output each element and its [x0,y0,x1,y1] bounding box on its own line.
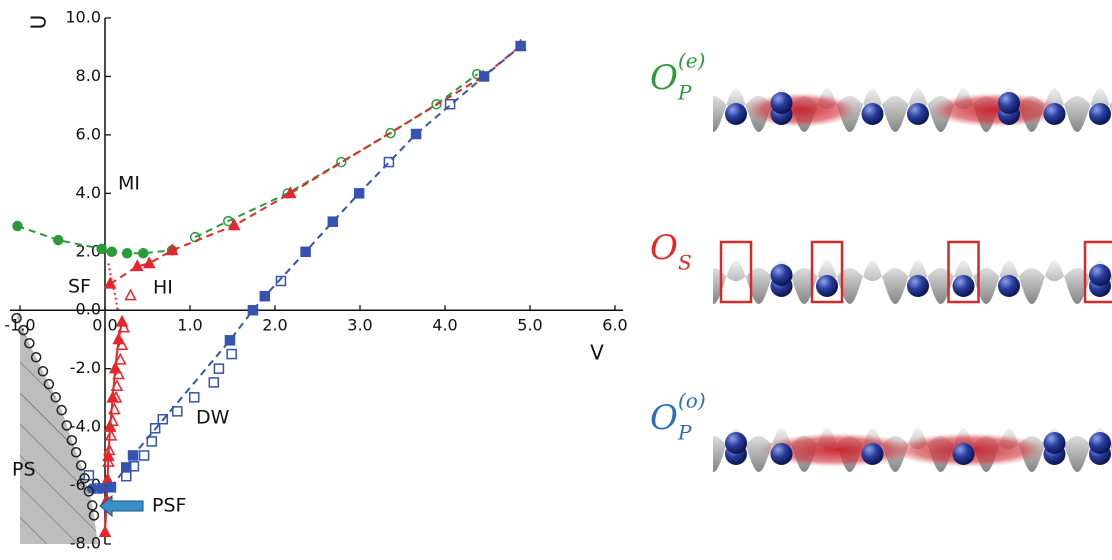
atom [998,275,1020,297]
panel-symbol: O [650,398,678,438]
pair-cloud [745,93,856,127]
point [107,247,116,256]
x-axis-label: V [590,341,604,365]
panel: OP (e) [650,49,1112,132]
atom [1044,103,1066,125]
atom [725,432,747,454]
point [96,484,105,493]
point [190,393,199,402]
atom [771,443,793,465]
point [100,527,110,537]
point [13,222,22,231]
y-axis-label: U [27,15,51,30]
panel-superscript: (o) [678,389,706,413]
panel-subscript: P [677,81,692,105]
point [248,306,257,315]
point [214,364,223,373]
panel-symbol: O [650,58,678,98]
region-label: SF [68,276,91,298]
y-tick-label: -2.0 [70,358,101,377]
point [301,247,310,256]
atom [771,264,793,286]
x-tick-label: 6.0 [602,316,627,335]
point [108,416,118,426]
atom [862,443,884,465]
panel-subscript: S [678,251,692,275]
atom [907,103,929,125]
region-label: MI [118,173,140,195]
point [54,236,63,245]
point [97,244,106,253]
point [105,422,115,432]
point [355,189,364,198]
panel-symbol: O [650,228,678,268]
y-tick-label: 4.0 [76,183,101,202]
region-label: PSF [152,495,186,517]
y-tick-label: -4.0 [70,417,101,436]
point [516,42,525,51]
point [129,451,138,460]
point [144,258,154,268]
region-label: DW [196,407,230,429]
figure: -1.00.01.02.03.04.05.06.0-8.0-6.0-4.0-2.… [0,0,1112,556]
atom [862,103,884,125]
point [123,249,132,258]
point [140,451,149,460]
region-label: PS [12,459,36,481]
atom [953,275,975,297]
series-line [111,46,521,487]
x-tick-label: 5.0 [517,316,542,335]
y-tick-label: -8.0 [70,534,101,553]
point [126,290,136,300]
y-tick-label: 10.0 [65,8,101,27]
y-tick-label: 8.0 [76,66,101,85]
pair-cloud [929,93,1063,127]
panel-subscript: P [677,421,692,445]
point [480,72,489,81]
x-tick-label: 4.0 [432,316,457,335]
point [132,261,142,271]
point [105,278,115,288]
atom [771,92,793,114]
atom [1089,264,1111,286]
atom [1089,103,1111,125]
point [227,350,236,359]
point [209,378,218,387]
point [106,483,115,492]
point [225,336,234,345]
atom [1044,432,1066,454]
atom [1089,432,1111,454]
point [328,217,337,226]
region-label: HI [153,277,173,299]
atom [998,92,1020,114]
atom [725,103,747,125]
atom [907,275,929,297]
series-line [195,74,477,237]
panel-superscript: (e) [678,49,705,73]
atom [953,443,975,465]
point [139,249,148,258]
point [260,292,269,301]
y-tick-label: 0.0 [76,300,101,319]
atom [816,275,838,297]
x-tick-label: 3.0 [347,316,372,335]
point [412,130,421,139]
x-tick-label: 1.0 [177,316,202,335]
y-tick-label: 6.0 [76,124,101,143]
x-tick-label: 2.0 [262,316,287,335]
